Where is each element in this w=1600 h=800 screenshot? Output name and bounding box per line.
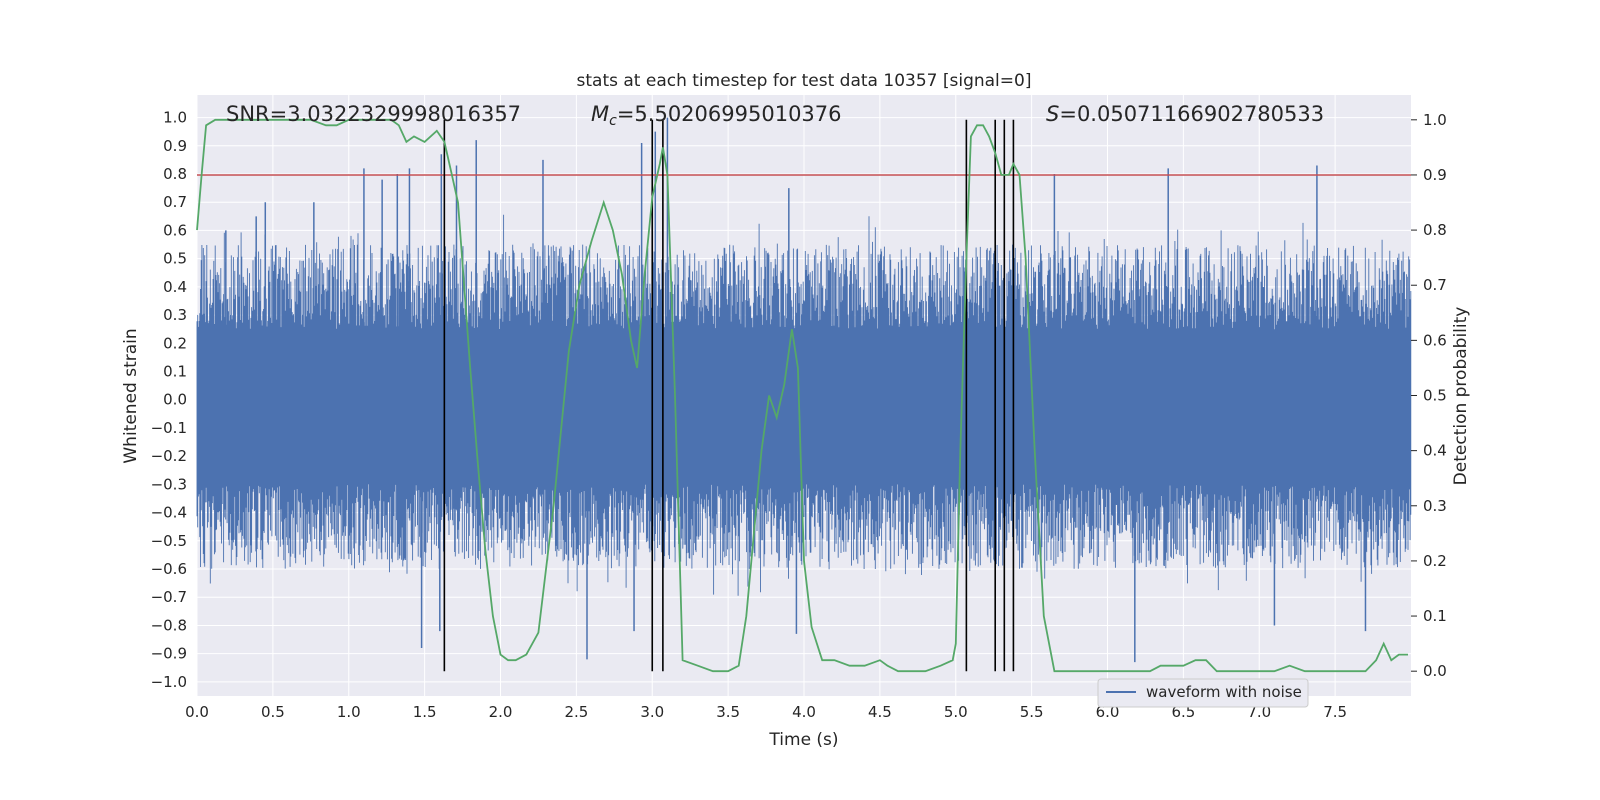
x-tick-label: 1.0 [337,703,361,721]
legend-entry: waveform with noise [1146,683,1302,701]
y-left-tick-label: −0.3 [151,475,187,493]
y-left-tick-label: 0.5 [163,250,187,268]
waveform-core-band [197,337,1411,471]
y-left-tick-label: −0.1 [151,419,187,437]
y-right-tick-label: 0.5 [1423,387,1447,405]
y-left-tick-label: −1.0 [151,673,187,691]
y-left-tick-label: 0.9 [163,137,187,155]
x-tick-label: 0.0 [185,703,209,721]
y-left-tick-label: 0.8 [163,165,187,183]
probability-series [196,118,1408,673]
x-tick-label: 0.5 [261,703,285,721]
y-right-tick-label: 0.4 [1423,442,1447,460]
waveform-series [196,117,1412,663]
y-left-tick-label: 0.1 [163,363,187,381]
y-right-axis-label: Detection probability [1451,307,1471,486]
x-tick-label: 3.0 [640,703,664,721]
y-left-tick-label: −0.8 [151,616,187,634]
y-left-axis-label: Whitened strain [121,328,141,463]
y-right-tick-label: 0.0 [1423,662,1447,680]
s-symbol: S [1046,102,1059,126]
mc-symbol: M [591,102,609,126]
y-left-tick-label: 0.6 [163,221,187,239]
chart-title: stats at each timestep for test data 103… [577,71,1032,91]
x-tick-label: 2.0 [489,703,513,721]
y-left-tick-label: −0.6 [151,560,187,578]
mc-value: =5.50206995010376 [617,102,842,126]
y-right-tick-label: 0.9 [1423,166,1447,184]
x-tick-label: 4.5 [868,703,892,721]
y-right-tick-label: 0.3 [1423,497,1447,515]
vertical-markers [443,119,1015,672]
y-left-tick-labels: −1.0 −0.9 −0.8 −0.7 −0.6 −0.5 −0.4 −0.3 −0.2 −0.1… [151,109,187,691]
x-tick-label: 5.5 [1020,703,1044,721]
s-value: =0.05071166902780533 [1059,102,1324,126]
y-right-tick-label: 0.2 [1423,552,1447,570]
mc-subscript: c [609,113,617,129]
legend: waveform with noise [1097,678,1309,708]
x-tick-label: 4.0 [792,703,816,721]
y-left-tick-label: 0.7 [163,193,187,211]
mc-annotation: Mc=5.50206995010376 [591,102,842,129]
x-tick-label: 1.5 [413,703,437,721]
y-left-tick-label: 0.4 [163,278,187,296]
y-left-tick-label: −0.9 [151,645,187,663]
y-left-tick-label: 0.2 [163,334,187,352]
y-left-tick-label: 1.0 [163,109,187,127]
x-tick-label: 3.5 [716,703,740,721]
x-axis-label: Time (s) [768,730,838,750]
x-tick-label: 2.5 [564,703,588,721]
snr-annotation: SNR=3.0322329998016357 [226,102,521,126]
legend-box [1097,678,1309,708]
y-left-tick-label: −0.5 [151,532,187,550]
y-right-tick-label: 0.6 [1423,331,1447,349]
y-left-tick-label: 0.0 [163,391,187,409]
y-left-tick-label: −0.4 [151,504,187,522]
y-right-tick-labels: 0.0 0.1 0.2 0.3 0.4 0.5 0.6 0.7 0.8 0.9 1.0 [1411,111,1447,680]
s-annotation: S=0.05071166902780533 [1046,102,1324,126]
y-right-tick-label: 0.1 [1423,607,1447,625]
y-left-tick-label: −0.2 [151,447,187,465]
y-right-tick-label: 0.8 [1423,221,1447,239]
probability-line [196,118,1408,673]
x-tick-label: 5.0 [944,703,968,721]
y-right-tick-label: 1.0 [1423,111,1447,129]
y-right-tick-label: 0.7 [1423,276,1447,294]
y-left-tick-label: 0.3 [163,306,187,324]
x-tick-label: 7.5 [1323,703,1347,721]
y-left-tick-label: −0.7 [151,588,187,606]
